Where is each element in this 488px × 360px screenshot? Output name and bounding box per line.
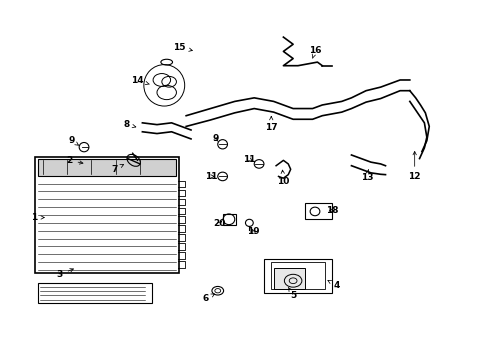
FancyBboxPatch shape [273,267,305,289]
Text: 10: 10 [277,170,289,186]
Text: 16: 16 [308,46,321,58]
Text: 6: 6 [202,294,214,303]
Text: 18: 18 [325,206,338,215]
Text: 20: 20 [213,219,225,228]
Text: 7: 7 [111,165,123,174]
Text: 2: 2 [66,156,83,165]
Text: 9: 9 [68,136,78,145]
Text: 17: 17 [264,117,277,132]
Text: 14: 14 [131,76,149,85]
Text: 3: 3 [57,269,73,279]
Text: 11: 11 [243,155,255,164]
Text: 15: 15 [172,42,192,51]
Text: 13: 13 [360,170,372,182]
Text: 1: 1 [31,213,44,222]
Text: 8: 8 [123,120,136,129]
Text: 9: 9 [212,134,218,143]
Text: 4: 4 [327,280,339,290]
FancyBboxPatch shape [38,159,176,176]
Text: 5: 5 [288,288,296,300]
Text: 12: 12 [407,152,420,181]
Text: 19: 19 [246,227,259,236]
Text: 11: 11 [205,172,217,181]
